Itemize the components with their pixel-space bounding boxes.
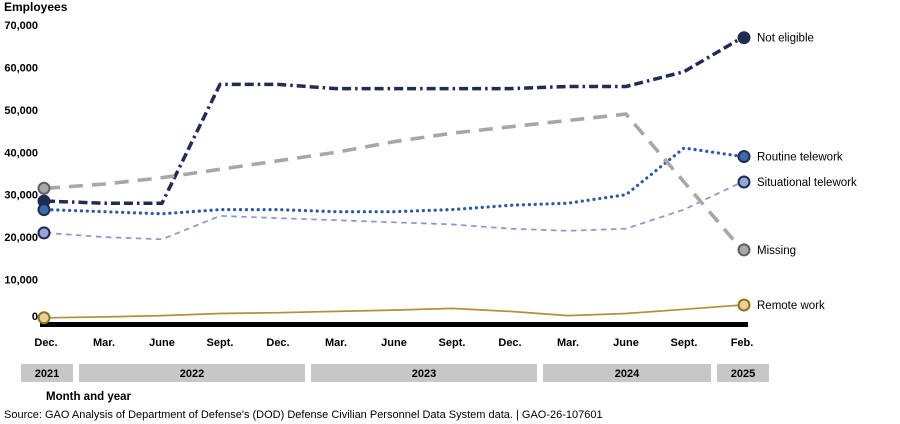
year-band-label: 2025 [731, 368, 755, 380]
year-band [543, 364, 711, 382]
x-axis-title: Month and year [46, 391, 132, 403]
x-axis-tick-label: Sept. [439, 337, 466, 349]
y-axis-tick-label: 40,000 [4, 147, 38, 159]
x-axis-tick-label: Feb. [731, 337, 754, 349]
y-axis-tick-label: 70,000 [4, 20, 38, 32]
series-marker-missing [737, 243, 751, 257]
x-axis-tick-label: Mar. [557, 337, 579, 349]
x-axis-tick-labels: Dec. Mar. June Sept. Dec. Mar. June Sept. Dec. Ma… [34, 337, 753, 349]
series-marker-situational-telework [37, 226, 51, 240]
y-axis-tick-label: 30,000 [4, 190, 38, 202]
y-axis: 0 10,000 20,000 30,000 40,000 50,000 60,000 70,… [4, 20, 38, 323]
series-line-missing [45, 112, 744, 252]
series-line-situational-telework [45, 181, 743, 241]
series-label-routine-telework: Routine telework [757, 152, 843, 164]
series-label-not-eligible: Not eligible [757, 33, 814, 45]
y-axis-tick-label: 10,000 [4, 275, 38, 287]
series-label-remote-work: Remote work [757, 300, 825, 312]
x-axis-tick-label: Dec. [498, 337, 521, 349]
y-axis-tick-label: 60,000 [4, 62, 38, 74]
series-marker-remote-work [37, 311, 51, 325]
x-axis-tick-label: Dec. [34, 337, 57, 349]
year-band-label: 2021 [35, 368, 59, 380]
x-axis-tick-label: Dec. [266, 337, 289, 349]
series-marker-routine-telework [737, 150, 751, 163]
year-bands: 2021 2022 2023 2024 2025 [21, 364, 769, 382]
year-band-label: 2024 [615, 368, 640, 380]
series-marker-remote-work [737, 298, 751, 312]
x-axis-tick-label: Sept. [207, 337, 234, 349]
series-marker-not-eligible [737, 31, 751, 45]
year-band [21, 364, 73, 382]
x-axis-tick-label: Sept. [671, 337, 698, 349]
x-axis-tick-label: June [381, 337, 407, 349]
year-band-label: 2023 [412, 368, 436, 380]
x-axis-tick-label: June [149, 337, 175, 349]
series-end-labels: Not eligible Routine telework Situational … [757, 33, 857, 312]
year-band [79, 364, 305, 382]
series-markers [37, 31, 751, 325]
series-marker-missing [37, 181, 51, 195]
series-label-missing: Missing [757, 245, 796, 257]
series-marker-situational-telework [737, 175, 751, 189]
chart-title: Employees [4, 0, 68, 14]
series-line-not-eligible [45, 36, 743, 205]
year-band [311, 364, 537, 382]
series-line-remote-work [45, 304, 743, 319]
series-line-routine-telework [44, 146, 744, 216]
y-axis-tick-label: 50,000 [4, 105, 38, 117]
source-note: Source: GAO Analysis of Department of De… [4, 409, 603, 421]
series-lines [44, 36, 744, 319]
x-axis-tick-label: Mar. [93, 337, 115, 349]
year-band [717, 364, 769, 382]
series-label-situational-telework: Situational telework [757, 177, 857, 189]
x-axis-tick-label: Mar. [325, 337, 347, 349]
y-axis-tick-label: 0 [32, 311, 38, 323]
y-axis-tick-label: 20,000 [4, 232, 38, 244]
series-marker-routine-telework [37, 203, 51, 217]
year-band-label: 2022 [180, 368, 204, 380]
x-axis-tick-label: June [613, 337, 639, 349]
